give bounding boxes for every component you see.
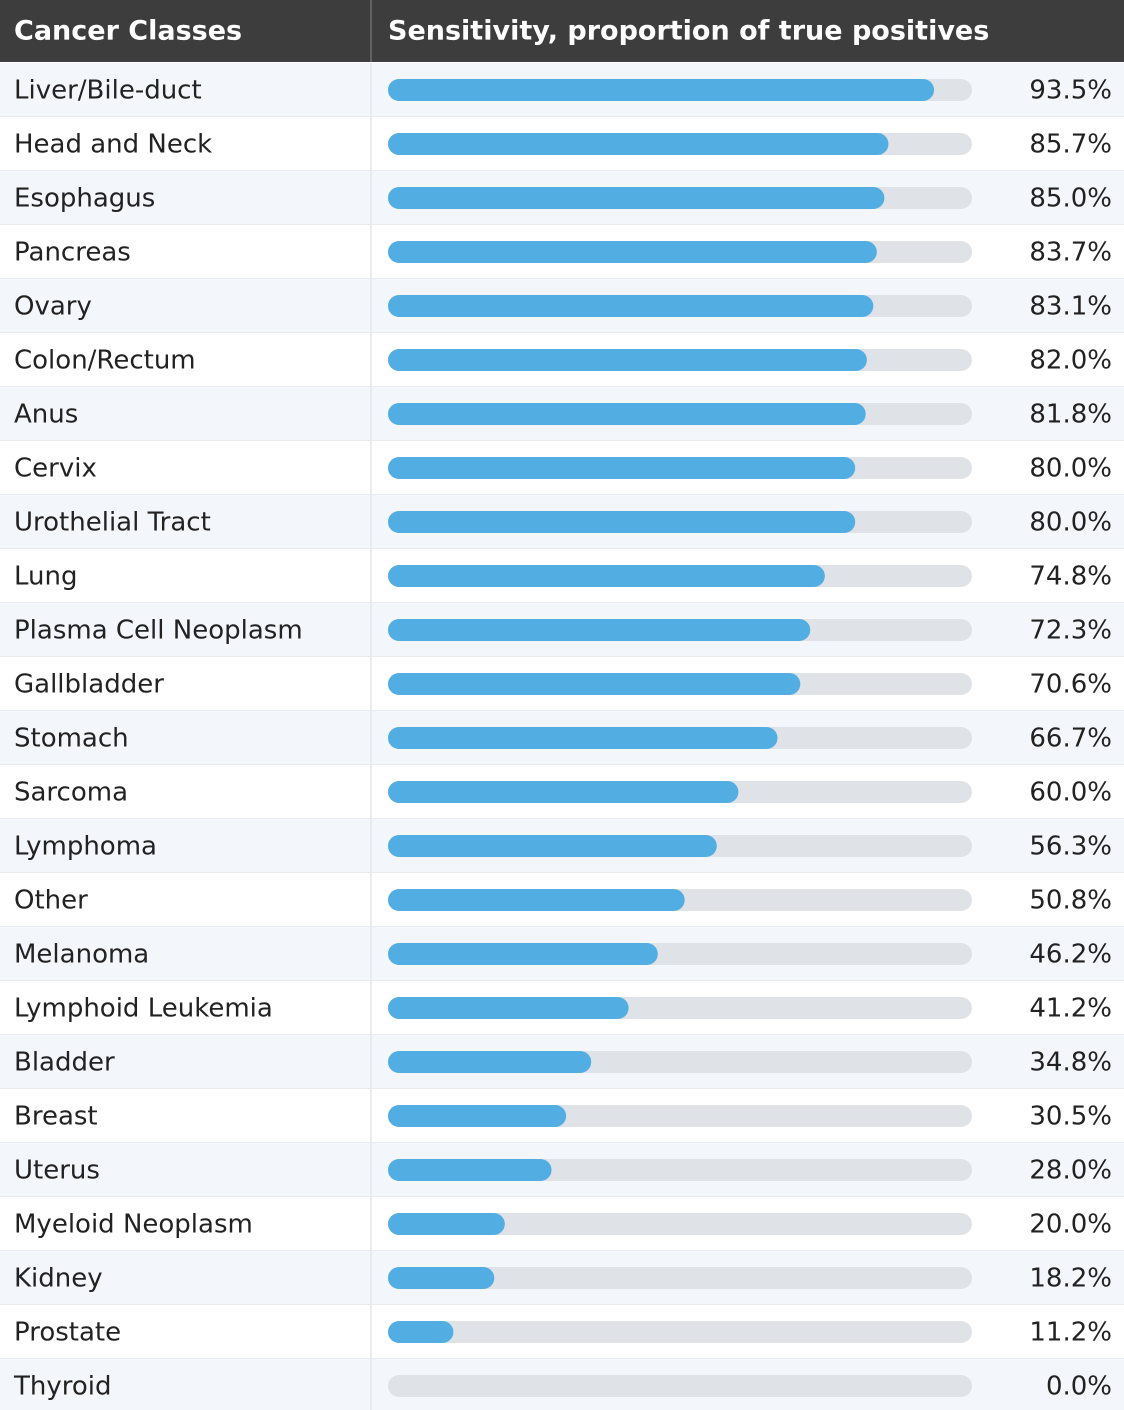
- category-label: Bladder: [14, 1048, 115, 1078]
- category-label: Pancreas: [14, 238, 131, 268]
- value-label: 46.2%: [1029, 940, 1112, 970]
- category-label: Plasma Cell Neoplasm: [14, 616, 303, 646]
- bar: [388, 349, 867, 371]
- category-label: Stomach: [14, 724, 129, 754]
- value-label: 60.0%: [1029, 778, 1112, 808]
- category-label: Other: [14, 886, 88, 916]
- value-label: 83.7%: [1029, 238, 1112, 268]
- category-label: Lymphoma: [14, 832, 157, 862]
- category-header: Cancer Classes: [14, 16, 242, 47]
- category-label: Liver/Bile-duct: [14, 76, 202, 106]
- bar: [388, 997, 629, 1019]
- value-label: 80.0%: [1029, 454, 1112, 484]
- value-label: 56.3%: [1029, 832, 1112, 862]
- bar: [388, 1213, 505, 1235]
- value-label: 20.0%: [1029, 1210, 1112, 1240]
- bar-track: [388, 1213, 972, 1235]
- category-label: Prostate: [14, 1318, 121, 1348]
- value-label: 74.8%: [1029, 562, 1112, 592]
- bar: [388, 1267, 495, 1289]
- bar-track: [388, 1321, 972, 1343]
- value-label: 85.0%: [1029, 184, 1112, 214]
- bar: [388, 1321, 454, 1343]
- value-label: 0.0%: [1046, 1372, 1112, 1402]
- bar: [388, 403, 866, 425]
- bar: [388, 241, 877, 263]
- category-label: Thyroid: [13, 1372, 112, 1402]
- bar: [388, 673, 801, 695]
- bar: [388, 781, 739, 803]
- category-label: Lung: [14, 562, 78, 592]
- category-label: Head and Neck: [14, 130, 212, 160]
- header-bg: [0, 0, 1124, 62]
- value-label: 11.2%: [1029, 1318, 1112, 1348]
- category-label: Urothelial Tract: [14, 508, 211, 538]
- bar: [388, 295, 874, 317]
- category-label: Colon/Rectum: [14, 346, 196, 376]
- bar: [388, 889, 685, 911]
- bar: [388, 727, 778, 749]
- value-label: 34.8%: [1029, 1048, 1112, 1078]
- value-label: 82.0%: [1029, 346, 1112, 376]
- value-label: 28.0%: [1029, 1156, 1112, 1186]
- value-label: 66.7%: [1029, 724, 1112, 754]
- category-label: Ovary: [14, 292, 92, 322]
- category-label: Anus: [14, 400, 78, 430]
- bar: [388, 1105, 567, 1127]
- bar: [388, 511, 856, 533]
- category-label: Melanoma: [14, 940, 149, 970]
- value-label: 72.3%: [1029, 616, 1112, 646]
- category-label: Esophagus: [14, 184, 155, 214]
- bar: [388, 835, 717, 857]
- category-label: Cervix: [14, 454, 97, 484]
- value-label: 83.1%: [1029, 292, 1112, 322]
- category-label: Gallbladder: [14, 670, 164, 700]
- bar: [388, 943, 658, 965]
- value-label: 18.2%: [1029, 1264, 1112, 1294]
- category-label: Sarcoma: [14, 778, 128, 808]
- value-label: 80.0%: [1029, 508, 1112, 538]
- value-label: 50.8%: [1029, 886, 1112, 916]
- bar: [388, 1051, 592, 1073]
- value-label: 70.6%: [1029, 670, 1112, 700]
- value-label: 30.5%: [1029, 1102, 1112, 1132]
- category-label: Breast: [14, 1102, 98, 1132]
- bar: [388, 457, 856, 479]
- value-label: 41.2%: [1029, 994, 1112, 1024]
- value-label: 93.5%: [1029, 76, 1112, 106]
- bar: [388, 1159, 552, 1181]
- category-label: Lymphoid Leukemia: [14, 994, 273, 1024]
- value-label: 85.7%: [1029, 130, 1112, 160]
- bar: [388, 79, 935, 101]
- category-label: Kidney: [14, 1264, 103, 1294]
- bar: [388, 133, 889, 155]
- value-label: 81.8%: [1029, 400, 1112, 430]
- category-label: Myeloid Neoplasm: [14, 1210, 253, 1240]
- value-header: Sensitivity, proportion of true positive…: [388, 16, 989, 47]
- category-label: Uterus: [14, 1156, 100, 1186]
- bar: [388, 565, 825, 587]
- bar: [388, 619, 811, 641]
- bar-track: [388, 1375, 972, 1397]
- bar: [388, 187, 885, 209]
- bar-track: [388, 1267, 972, 1289]
